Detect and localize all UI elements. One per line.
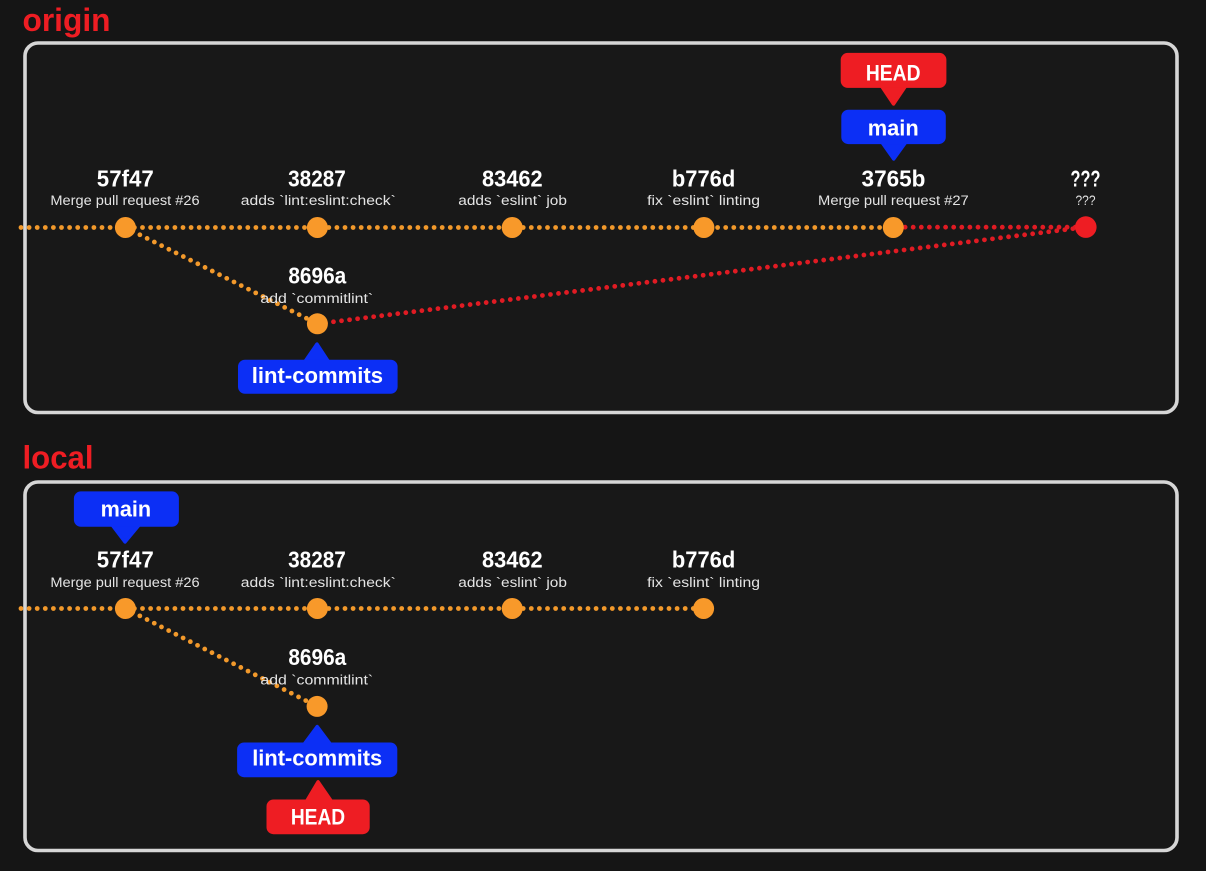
svg-text:lint-commits: lint-commits [252, 363, 383, 388]
svg-text:83462: 83462 [482, 547, 543, 573]
svg-text:main: main [868, 116, 919, 141]
svg-text:57f47: 57f47 [97, 547, 154, 573]
svg-text:???: ??? [1076, 193, 1096, 208]
svg-text:adds `lint:eslint:check`: adds `lint:eslint:check` [241, 575, 396, 590]
svg-text:Merge pull request #26: Merge pull request #26 [50, 575, 199, 590]
svg-text:main: main [101, 496, 152, 521]
svg-text:???: ??? [1071, 166, 1101, 192]
svg-text:Merge pull request #26: Merge pull request #26 [50, 193, 199, 208]
svg-text:adds `eslint` job: adds `eslint` job [458, 575, 567, 590]
svg-text:HEAD: HEAD [291, 804, 345, 829]
svg-text:fix `eslint` linting: fix `eslint` linting [647, 575, 760, 590]
svg-text:adds `eslint` job: adds `eslint` job [458, 193, 567, 208]
svg-text:add `commitlint`: add `commitlint` [260, 673, 373, 688]
svg-text:83462: 83462 [482, 166, 543, 192]
svg-text:8696a: 8696a [288, 263, 346, 289]
svg-text:fix `eslint` linting: fix `eslint` linting [647, 193, 760, 208]
svg-text:origin: origin [23, 2, 111, 38]
svg-text:lint-commits: lint-commits [252, 746, 382, 771]
svg-text:adds `lint:eslint:check`: adds `lint:eslint:check` [241, 193, 396, 208]
svg-text:38287: 38287 [288, 166, 346, 192]
svg-text:8696a: 8696a [288, 644, 346, 670]
svg-text:add `commitlint`: add `commitlint` [260, 291, 373, 306]
svg-text:HEAD: HEAD [866, 60, 921, 85]
svg-text:b776d: b776d [672, 166, 735, 192]
svg-text:57f47: 57f47 [97, 166, 154, 192]
svg-text:Merge pull request #27: Merge pull request #27 [818, 193, 969, 208]
svg-text:local: local [23, 440, 94, 476]
svg-text:3765b: 3765b [862, 166, 926, 192]
svg-text:38287: 38287 [288, 547, 346, 573]
svg-text:b776d: b776d [672, 547, 735, 573]
